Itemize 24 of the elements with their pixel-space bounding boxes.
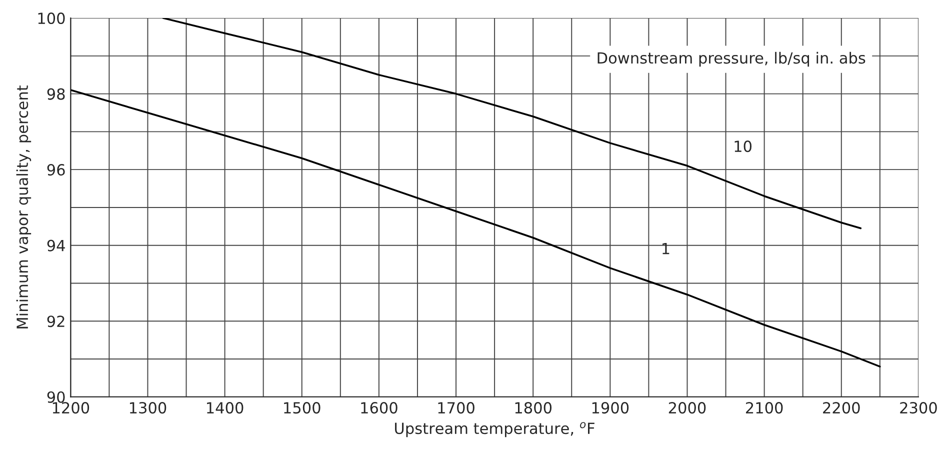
x-tick-label: 1200 [52,402,90,414]
y-axis-title: Minimum vapor quality, percent [16,85,32,328]
series-label: 10 [734,140,752,152]
series-label: 1 [662,243,670,254]
x-tick-label: 2100 [746,402,783,414]
x-tick-label: 1800 [515,402,552,414]
y-tick-label: 100 [38,12,65,24]
y-tick-label: 98 [47,88,65,100]
x-tick-label: 1500 [284,402,320,414]
legend-title: Downstream pressure, lb/sq in. abs [598,52,866,67]
x-tick-label: 2000 [668,402,706,414]
x-tick-label: 2300 [900,402,937,414]
y-tick-label: 92 [47,316,64,328]
x-tick-label: 1300 [130,402,166,414]
x-tick-label: 1900 [592,402,629,414]
x-tick-label: 1400 [207,402,244,414]
x-axis-title: Upstream temperature, $^{o}$F [395,422,594,438]
x-tick-label: 1600 [361,402,398,414]
x-tick-label: 2200 [823,402,860,414]
y-tick-label: 90 [47,391,65,403]
y-tick-label: 94 [47,240,65,252]
y-tick-label: 96 [47,164,65,176]
x-tick-label: 1700 [438,402,474,414]
line-series [70,89,881,368]
